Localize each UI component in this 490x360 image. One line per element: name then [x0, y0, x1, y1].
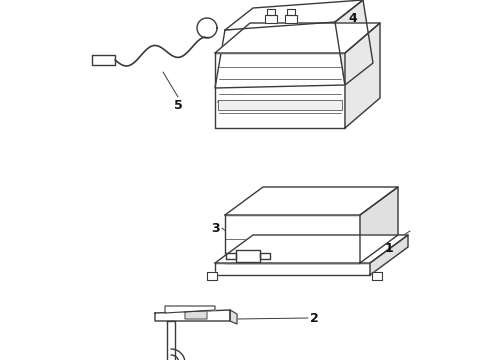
Polygon shape: [215, 235, 408, 263]
Polygon shape: [230, 310, 237, 324]
Polygon shape: [265, 15, 277, 23]
Text: 5: 5: [173, 99, 182, 112]
Polygon shape: [285, 15, 297, 23]
Polygon shape: [260, 253, 270, 259]
Polygon shape: [287, 9, 295, 15]
Text: 1: 1: [385, 242, 394, 255]
Polygon shape: [215, 22, 345, 88]
Polygon shape: [225, 187, 398, 215]
Polygon shape: [215, 53, 345, 128]
Polygon shape: [360, 187, 398, 263]
Polygon shape: [370, 235, 408, 275]
Polygon shape: [155, 310, 230, 321]
Polygon shape: [218, 99, 342, 109]
Polygon shape: [167, 321, 175, 360]
Text: 3: 3: [211, 221, 220, 234]
Polygon shape: [207, 272, 217, 280]
Polygon shape: [372, 272, 382, 280]
Polygon shape: [225, 215, 360, 263]
Polygon shape: [236, 250, 260, 262]
Polygon shape: [345, 23, 380, 128]
Text: 4: 4: [348, 12, 357, 24]
Polygon shape: [267, 9, 275, 15]
Polygon shape: [226, 253, 236, 259]
Polygon shape: [225, 0, 363, 30]
Polygon shape: [215, 23, 380, 53]
Polygon shape: [335, 0, 373, 85]
Polygon shape: [185, 311, 207, 319]
Polygon shape: [165, 306, 215, 313]
Polygon shape: [215, 263, 370, 275]
Polygon shape: [92, 55, 115, 65]
Text: 2: 2: [310, 311, 319, 324]
